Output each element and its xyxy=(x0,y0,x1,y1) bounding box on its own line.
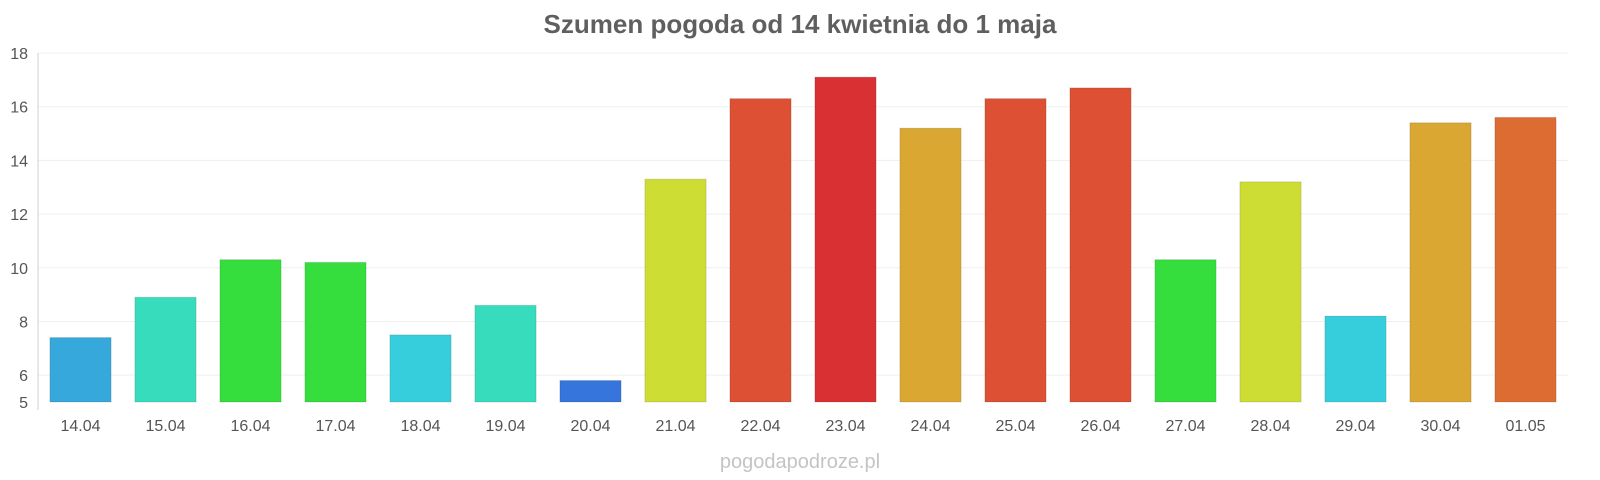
bar-29.04 xyxy=(1324,315,1387,403)
x-tick-label: 19.04 xyxy=(485,418,525,435)
x-axis: 14.04 15.04 16.04 17.04 18.04 19.04 20.04 21.04… xyxy=(60,418,1545,435)
x-tick-label: 20.04 xyxy=(570,418,610,435)
y-tick-label: 5 xyxy=(19,395,28,412)
bar-25.04 xyxy=(984,98,1047,403)
x-tick-label: 17.04 xyxy=(315,418,355,435)
grid-lines xyxy=(38,52,1568,376)
bar-30.04 xyxy=(1409,122,1472,403)
y-tick-label: 10 xyxy=(10,261,28,278)
x-tick-label: 27.04 xyxy=(1165,418,1205,435)
y-tick-label: 18 xyxy=(10,46,28,63)
x-tick-label: 18.04 xyxy=(400,418,440,435)
x-tick-label: 15.04 xyxy=(145,418,185,435)
x-tick-label: 26.04 xyxy=(1080,418,1120,435)
bar-01.05 xyxy=(1494,116,1557,403)
bar-17.04 xyxy=(304,261,367,403)
chart-title: Szumen pogoda od 14 kwietnia do 1 maja xyxy=(544,9,1057,39)
x-tick-label: 21.04 xyxy=(655,418,695,435)
bar-26.04 xyxy=(1069,87,1132,403)
bars xyxy=(49,76,1557,403)
y-tick-label: 14 xyxy=(10,153,28,170)
x-tick-label: 29.04 xyxy=(1335,418,1375,435)
x-tick-label: 14.04 xyxy=(60,418,100,435)
x-tick-label: 30.04 xyxy=(1420,418,1460,435)
bar-15.04 xyxy=(134,296,197,403)
bar-19.04 xyxy=(474,304,537,403)
y-tick-label: 16 xyxy=(10,100,28,117)
bar-21.04 xyxy=(644,178,707,403)
bar-28.04 xyxy=(1239,181,1302,403)
x-tick-label: 25.04 xyxy=(995,418,1035,435)
bar-24.04 xyxy=(899,127,962,403)
y-tick-label: 12 xyxy=(10,207,28,224)
y-tick-label: 8 xyxy=(19,314,28,331)
bar-27.04 xyxy=(1154,259,1217,403)
x-tick-label: 23.04 xyxy=(825,418,865,435)
bar-18.04 xyxy=(389,334,452,403)
watermark-text: pogodapodroze.pl xyxy=(720,451,880,473)
x-tick-label: 28.04 xyxy=(1250,418,1290,435)
bar-23.04 xyxy=(814,76,877,403)
x-tick-label: 01.05 xyxy=(1505,418,1545,435)
x-tick-label: 16.04 xyxy=(230,418,270,435)
bar-14.04 xyxy=(49,337,112,403)
bar-16.04 xyxy=(219,259,282,403)
y-tick-label: 6 xyxy=(19,368,28,385)
x-tick-label: 24.04 xyxy=(910,418,950,435)
x-tick-label: 22.04 xyxy=(740,418,780,435)
bar-20.04 xyxy=(559,380,622,403)
bar-22.04 xyxy=(729,98,792,403)
y-axis: 5 6 8 10 12 14 16 18 xyxy=(10,46,39,412)
